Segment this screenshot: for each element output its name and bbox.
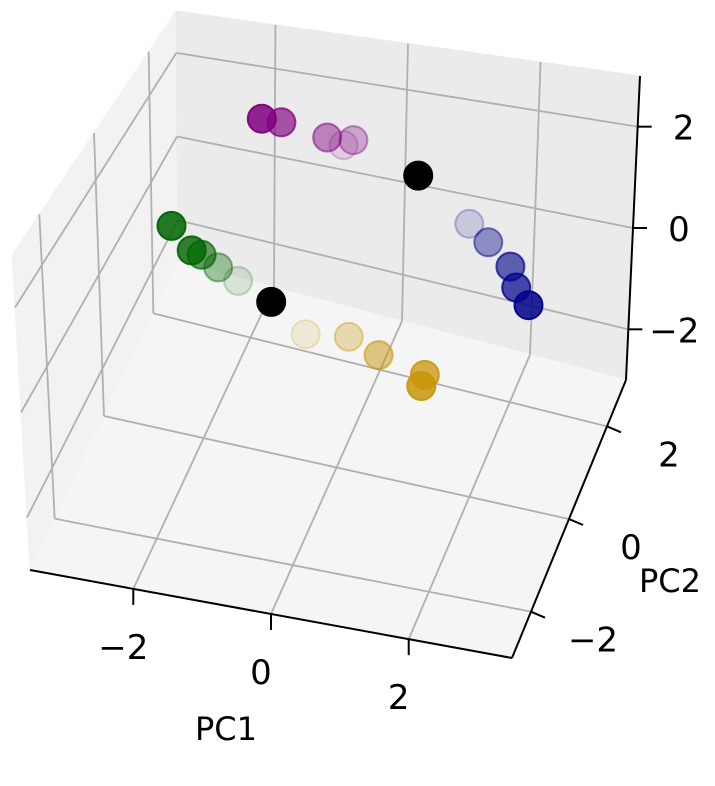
z-tick-label: 0 xyxy=(668,210,690,250)
data-point xyxy=(403,160,434,191)
y-tick-label: 0 xyxy=(620,528,642,568)
y-tick-mark xyxy=(530,610,546,619)
data-point xyxy=(363,340,394,371)
x-tick-label: −2 xyxy=(98,628,148,668)
data-point xyxy=(186,239,217,270)
data-point xyxy=(409,359,440,390)
data-point xyxy=(473,227,504,258)
data-point xyxy=(290,319,321,350)
axes-panes xyxy=(11,9,641,659)
x-tick-label: 2 xyxy=(388,678,410,718)
grid-line-z-back xyxy=(176,51,638,128)
grid-line-z-left xyxy=(14,52,178,308)
axis-lines xyxy=(29,75,652,659)
data-point xyxy=(266,107,297,138)
y-axis-label: PC2 xyxy=(639,562,701,600)
data-point xyxy=(333,321,364,352)
data-point xyxy=(256,286,287,317)
data-point xyxy=(223,265,254,296)
y-tick-mark xyxy=(606,425,622,434)
y-tick-label: 2 xyxy=(658,435,680,475)
data-point xyxy=(328,130,359,161)
data-point xyxy=(454,208,485,239)
x-tick-label: 0 xyxy=(250,653,272,693)
grid-line-z-back xyxy=(177,219,629,331)
grid-line-y-floor xyxy=(103,415,570,520)
data-point xyxy=(513,290,544,321)
x-axis-label: PC1 xyxy=(195,710,257,748)
y-tick-label: −2 xyxy=(568,621,618,661)
data-point xyxy=(312,122,343,153)
y-tick-mark xyxy=(568,518,584,526)
grid-line-z-left xyxy=(20,136,178,413)
grid-line-z-left xyxy=(26,219,179,518)
grid-line-y-floor xyxy=(54,517,532,613)
data-point xyxy=(338,125,369,156)
data-point xyxy=(156,210,187,241)
data-points xyxy=(156,103,544,401)
z-tick-label: 2 xyxy=(673,109,695,149)
tick-labels: −2 0 2 −2 0 2 −2 0 2 xyxy=(98,109,699,718)
z-tick-label: −2 xyxy=(649,311,699,351)
data-point xyxy=(203,252,234,283)
